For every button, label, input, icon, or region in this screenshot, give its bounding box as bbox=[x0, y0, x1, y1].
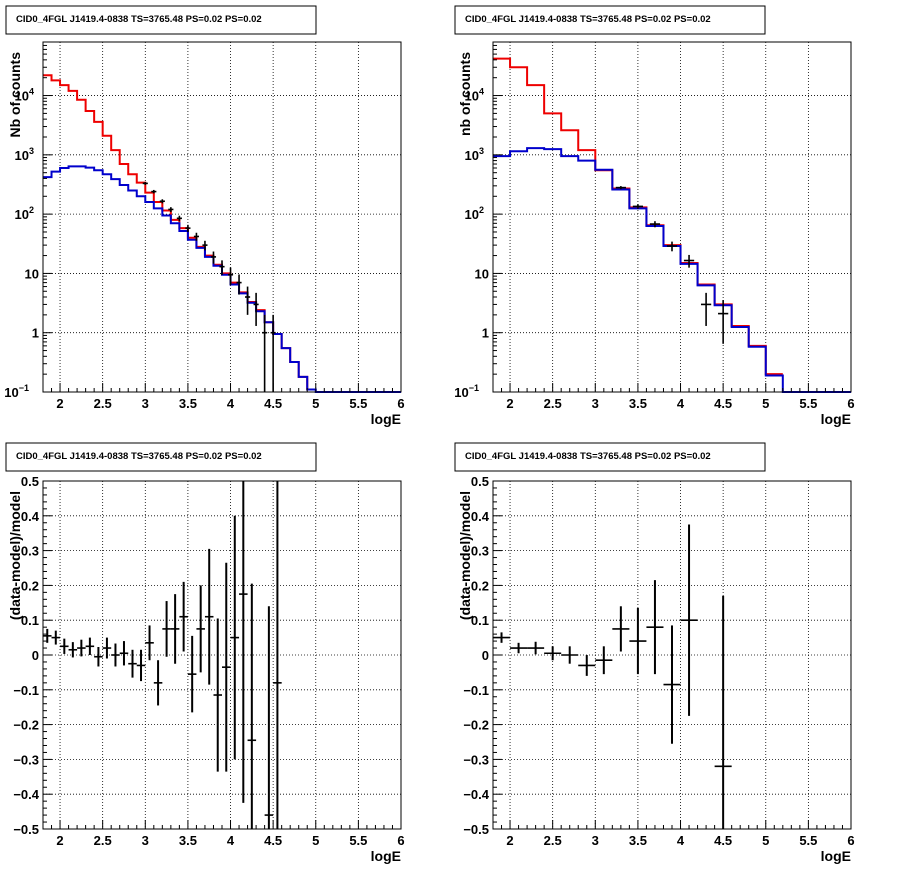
x-tick-label: 2.5 bbox=[94, 396, 112, 411]
y-tick-label: 0 bbox=[32, 648, 39, 663]
chart-title-box bbox=[5, 5, 317, 35]
plot-frame bbox=[42, 480, 402, 830]
x-tick-label: 5.5 bbox=[799, 396, 817, 411]
y-tick-label: 0.3 bbox=[21, 544, 39, 559]
x-axis-label: logE bbox=[821, 848, 851, 864]
x-tick-label: 2.5 bbox=[544, 396, 562, 411]
y-axis-label: Nb of counts bbox=[7, 52, 23, 138]
chart-title: CID0_4FGL J1419.4-0838 TS=3765.48 PS=0.0… bbox=[465, 14, 711, 25]
y-axis-label: nb of counts bbox=[457, 52, 473, 136]
y-tick-label: −0.3 bbox=[463, 752, 489, 767]
chart-panel-3: CID0_4FGL J1419.4-0838 TS=3765.48 PS=0.0… bbox=[5, 442, 405, 864]
chart-title: CID0_4FGL J1419.4-0838 TS=3765.48 PS=0.0… bbox=[16, 14, 262, 25]
x-tick-label: 4.5 bbox=[714, 833, 732, 848]
x-tick-label: 5.5 bbox=[349, 833, 367, 848]
y-tick-label: 0.4 bbox=[21, 509, 40, 524]
chart-title-box bbox=[454, 442, 766, 472]
y-tick-label: 10 bbox=[25, 266, 39, 281]
y-tick-label: 10 bbox=[475, 266, 489, 281]
y-tick-label: −0.2 bbox=[13, 718, 39, 733]
x-tick-label: 2 bbox=[56, 833, 63, 848]
y-tick-label: −0.1 bbox=[463, 683, 489, 698]
x-tick-label: 4 bbox=[677, 396, 685, 411]
x-tick-label: 4.5 bbox=[264, 833, 282, 848]
y-tick-label: 104 bbox=[15, 87, 34, 104]
y-axis-label: (data-model)/model bbox=[7, 491, 23, 620]
y-tick-label: 1 bbox=[32, 326, 39, 341]
y-tick-label: 103 bbox=[465, 146, 484, 163]
y-tick-label: 0.2 bbox=[471, 578, 489, 593]
x-tick-label: 2.5 bbox=[544, 833, 562, 848]
y-tick-label: 0.1 bbox=[471, 613, 489, 628]
x-tick-label: 5 bbox=[762, 396, 769, 411]
x-tick-label: 4 bbox=[677, 833, 685, 848]
x-tick-label: 6 bbox=[397, 396, 404, 411]
model-source-line bbox=[43, 165, 401, 393]
x-tick-label: 3.5 bbox=[629, 396, 647, 411]
y-tick-label: 0 bbox=[482, 648, 489, 663]
chart-panel-2: CID0_4FGL J1419.4-0838 TS=3765.48 PS=0.0… bbox=[454, 5, 855, 427]
y-tick-label: 0.5 bbox=[471, 474, 489, 489]
y-tick-label: 0.2 bbox=[21, 578, 39, 593]
x-tick-label: 3 bbox=[142, 833, 149, 848]
y-tick-label: −0.4 bbox=[13, 787, 39, 802]
y-tick-label: 10−1 bbox=[4, 383, 29, 400]
x-tick-label: 3.5 bbox=[179, 833, 197, 848]
x-tick-label: 6 bbox=[847, 396, 854, 411]
y-tick-label: −0.5 bbox=[13, 822, 39, 837]
y-tick-label: 102 bbox=[465, 205, 484, 222]
y-tick-label: 102 bbox=[15, 205, 34, 222]
x-tick-label: 6 bbox=[847, 833, 854, 848]
chart-panel-4: CID0_4FGL J1419.4-0838 TS=3765.48 PS=0.0… bbox=[454, 442, 855, 864]
x-tick-label: 2.5 bbox=[94, 833, 112, 848]
plot-frame bbox=[492, 41, 852, 393]
x-tick-label: 3 bbox=[142, 396, 149, 411]
x-axis-label: logE bbox=[821, 411, 851, 427]
x-tick-label: 4 bbox=[227, 833, 235, 848]
x-tick-label: 3 bbox=[592, 833, 599, 848]
y-tick-label: 0.4 bbox=[471, 509, 490, 524]
y-tick-label: 10−1 bbox=[454, 383, 479, 400]
x-axis-label: logE bbox=[371, 411, 401, 427]
x-tick-label: 5.5 bbox=[799, 833, 817, 848]
chart-title: CID0_4FGL J1419.4-0838 TS=3765.48 PS=0.0… bbox=[465, 451, 711, 462]
x-tick-label: 5 bbox=[312, 396, 319, 411]
x-tick-label: 5.5 bbox=[349, 396, 367, 411]
y-tick-label: −0.3 bbox=[13, 752, 39, 767]
y-tick-label: 104 bbox=[465, 87, 484, 104]
y-tick-label: 0.5 bbox=[21, 474, 39, 489]
chart-panel-1: CID0_4FGL J1419.4-0838 TS=3765.48 PS=0.0… bbox=[4, 5, 405, 427]
y-tick-label: −0.4 bbox=[463, 787, 489, 802]
x-tick-label: 3.5 bbox=[179, 396, 197, 411]
y-axis-label: (data-model)/model bbox=[457, 491, 473, 620]
x-tick-label: 4.5 bbox=[264, 396, 282, 411]
x-tick-label: 3.5 bbox=[629, 833, 647, 848]
x-tick-label: 4 bbox=[227, 396, 235, 411]
x-axis-label: logE bbox=[371, 848, 401, 864]
model-total-line bbox=[43, 74, 316, 391]
x-tick-label: 2 bbox=[506, 833, 513, 848]
plot-frame bbox=[42, 41, 402, 393]
chart-title-box bbox=[5, 442, 317, 472]
x-tick-label: 2 bbox=[56, 396, 63, 411]
x-tick-label: 5 bbox=[762, 833, 769, 848]
y-tick-label: 0.1 bbox=[21, 613, 39, 628]
y-tick-label: 1 bbox=[482, 326, 489, 341]
x-tick-label: 6 bbox=[397, 833, 404, 848]
chart-title: CID0_4FGL J1419.4-0838 TS=3765.48 PS=0.0… bbox=[16, 451, 262, 462]
y-tick-label: 0.3 bbox=[471, 544, 489, 559]
x-tick-label: 3 bbox=[592, 396, 599, 411]
model-source-line bbox=[493, 147, 851, 393]
y-tick-label: 103 bbox=[15, 146, 34, 163]
y-tick-label: −0.5 bbox=[463, 822, 489, 837]
chart-title-box bbox=[454, 5, 766, 35]
y-tick-label: −0.1 bbox=[13, 683, 39, 698]
x-tick-label: 5 bbox=[312, 833, 319, 848]
x-tick-label: 2 bbox=[506, 396, 513, 411]
y-tick-label: −0.2 bbox=[463, 718, 489, 733]
x-tick-label: 4.5 bbox=[714, 396, 732, 411]
